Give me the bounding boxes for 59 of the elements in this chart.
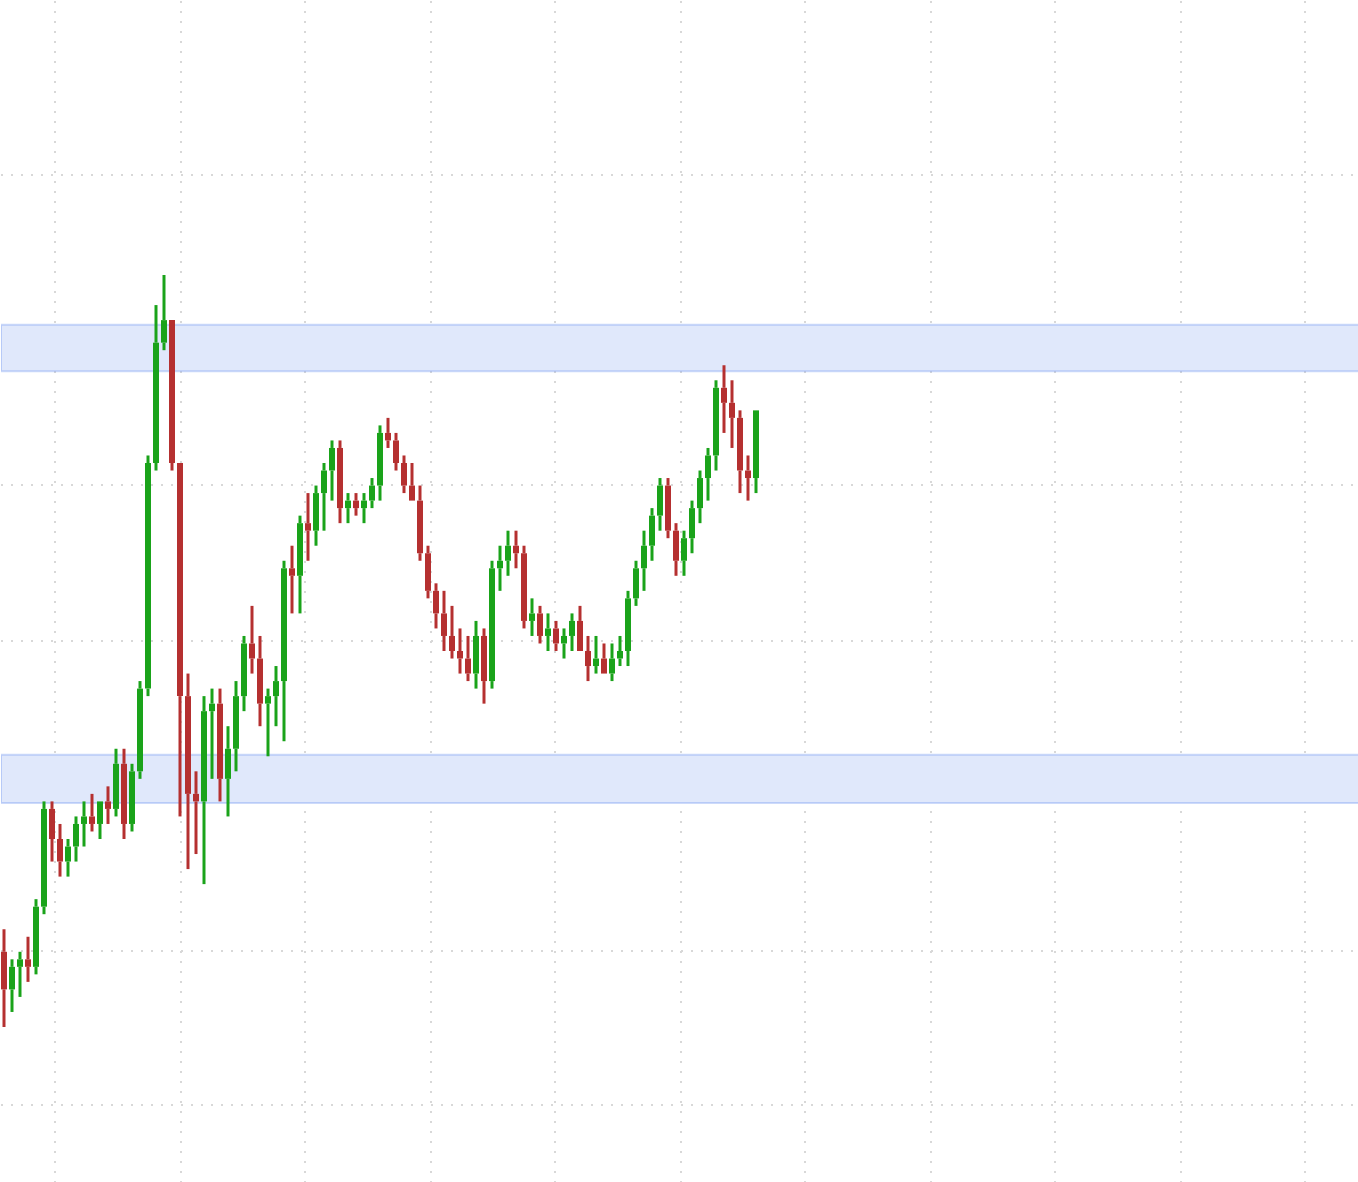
candlestick xyxy=(73,814,79,864)
candlestick xyxy=(497,544,503,593)
candlestick xyxy=(481,626,487,706)
candlestick xyxy=(401,453,407,495)
candlestick xyxy=(265,687,271,758)
candlestick xyxy=(737,408,743,495)
candlestick xyxy=(713,378,719,473)
candlestick xyxy=(153,303,159,473)
candlestick xyxy=(121,747,127,841)
candlestick xyxy=(345,491,351,525)
candlestick xyxy=(217,687,223,803)
candlestick xyxy=(305,491,311,563)
candlestick xyxy=(529,596,535,638)
candlestick xyxy=(9,957,15,1014)
candlestick xyxy=(569,611,575,653)
candlestick xyxy=(609,641,615,683)
candlestick xyxy=(337,438,343,525)
candlestick xyxy=(465,634,471,683)
candlestick xyxy=(449,604,455,661)
candlestick xyxy=(81,799,87,849)
candlestick xyxy=(489,559,495,691)
candlestick xyxy=(505,529,511,578)
candlestick xyxy=(537,604,543,645)
candlestick xyxy=(433,581,439,630)
candlestick xyxy=(457,626,463,676)
candlestick xyxy=(89,792,95,833)
candlestick xyxy=(41,799,47,916)
candlestick xyxy=(521,544,527,630)
candlestick xyxy=(473,619,479,691)
candlestick xyxy=(441,589,447,653)
candlestick xyxy=(201,694,207,886)
candlestick xyxy=(297,514,303,615)
candlestick xyxy=(329,438,335,503)
candlestick xyxy=(353,491,359,518)
candlestick xyxy=(721,363,727,435)
candlestick xyxy=(745,453,751,503)
candlestick xyxy=(57,822,63,879)
candlestick xyxy=(281,559,287,743)
candlestick xyxy=(377,423,383,503)
candlestick xyxy=(257,634,263,728)
candlestick xyxy=(1,927,7,1029)
candlestick xyxy=(161,273,167,352)
candlestick xyxy=(673,521,679,578)
candlestick xyxy=(17,950,23,999)
candlestick xyxy=(209,687,215,781)
candlestick xyxy=(585,634,591,683)
candlestick xyxy=(105,784,111,826)
candlestick xyxy=(113,747,119,818)
candlestick xyxy=(25,935,31,984)
candlestick xyxy=(361,491,367,525)
candlestick xyxy=(561,626,567,661)
candlestick xyxy=(657,476,663,533)
candlestick xyxy=(289,544,295,615)
candlestick xyxy=(241,634,247,713)
candlestick xyxy=(553,619,559,653)
candlestick xyxy=(545,611,551,653)
candlestick xyxy=(49,799,55,864)
candlestick xyxy=(185,672,191,871)
candlestick xyxy=(593,634,599,676)
